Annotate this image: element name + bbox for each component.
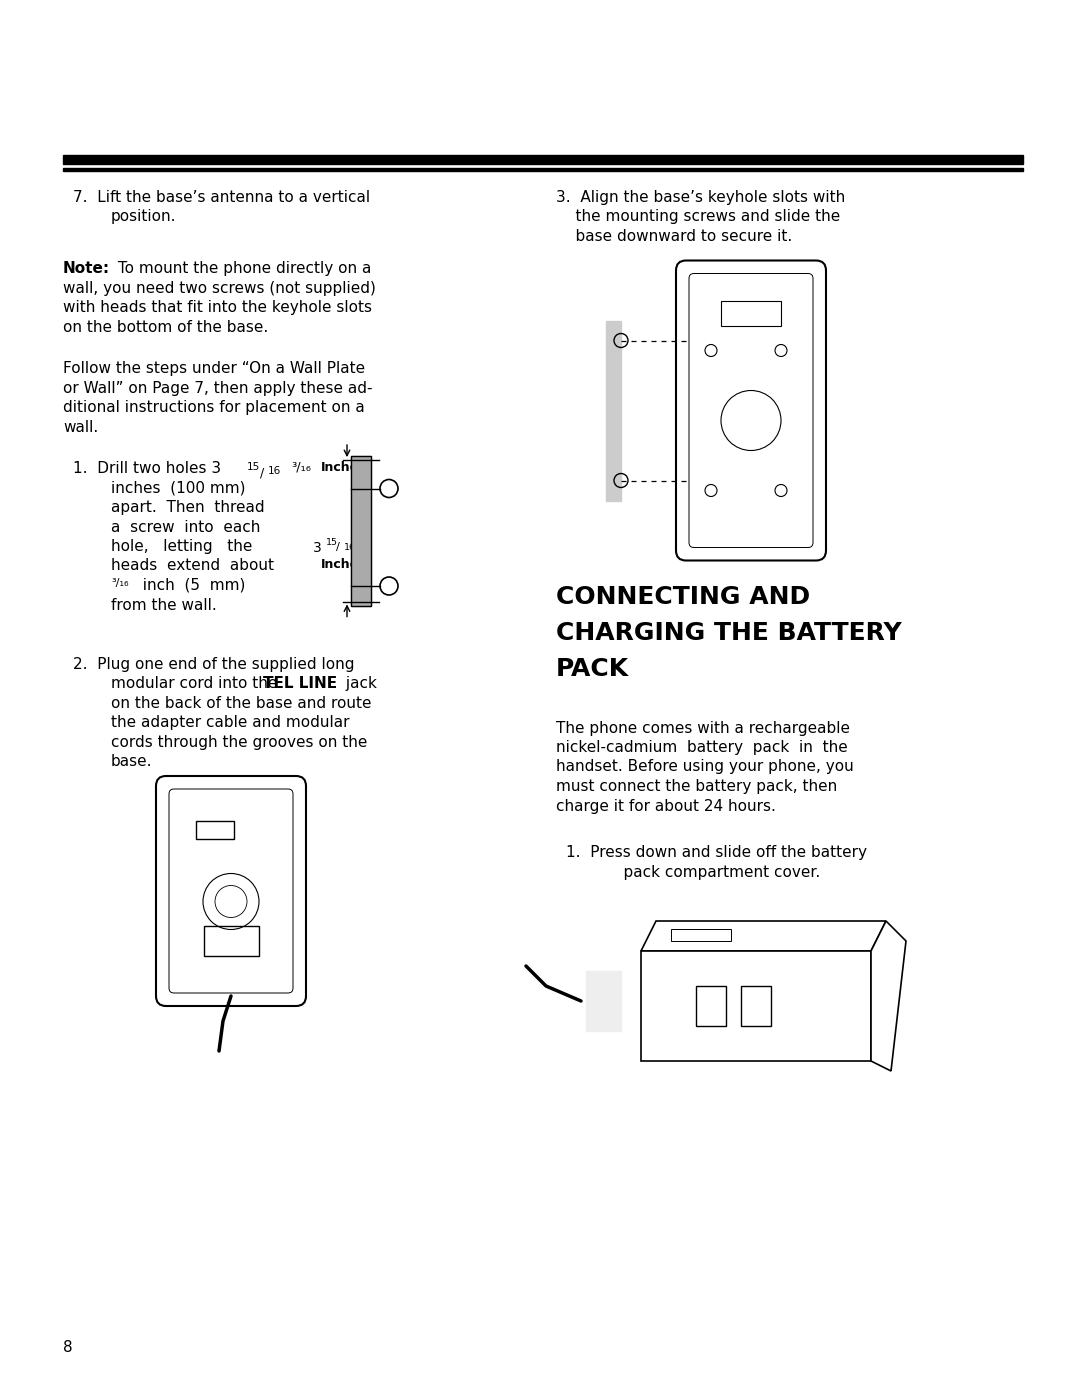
- Text: 3.  Align the base’s keyhole slots with: 3. Align the base’s keyhole slots with: [556, 190, 846, 205]
- Bar: [586, 971, 621, 1031]
- Bar: [721, 300, 781, 326]
- Text: 2.  Plug one end of the supplied long: 2. Plug one end of the supplied long: [73, 657, 354, 672]
- Text: base downward to secure it.: base downward to secure it.: [556, 229, 793, 244]
- Text: from the wall.: from the wall.: [111, 598, 217, 612]
- Text: To mount the phone directly on a: To mount the phone directly on a: [113, 261, 372, 277]
- Text: ³/₁₆: ³/₁₆: [111, 578, 129, 588]
- Text: inches  (100 mm): inches (100 mm): [111, 481, 245, 496]
- Text: cords through the grooves on the: cords through the grooves on the: [111, 735, 367, 750]
- Text: nickel-cadmium  battery  pack  in  the: nickel-cadmium battery pack in the: [556, 740, 848, 754]
- Bar: [195, 821, 234, 840]
- Bar: [606, 320, 621, 500]
- Text: charge it for about 24 hours.: charge it for about 24 hours.: [556, 799, 775, 813]
- Text: Inches: Inches: [321, 559, 366, 571]
- Bar: [63, 155, 1023, 163]
- Text: /: /: [336, 542, 340, 552]
- Text: 8: 8: [63, 1340, 72, 1355]
- Text: 3: 3: [313, 541, 322, 555]
- Text: on the back of the base and route: on the back of the base and route: [111, 696, 372, 711]
- Bar: [696, 986, 726, 1025]
- Text: The phone comes with a rechargeable: The phone comes with a rechargeable: [556, 721, 850, 735]
- Text: jack: jack: [341, 676, 377, 692]
- Text: handset. Before using your phone, you: handset. Before using your phone, you: [556, 760, 854, 774]
- Text: or Wall” on Page 7, then apply these ad-: or Wall” on Page 7, then apply these ad-: [63, 380, 373, 395]
- Text: pack compartment cover.: pack compartment cover.: [604, 865, 820, 880]
- Text: 15: 15: [326, 538, 338, 548]
- Text: inch  (5  mm): inch (5 mm): [133, 578, 245, 592]
- Bar: [204, 926, 259, 956]
- Text: CONNECTING AND: CONNECTING AND: [556, 585, 810, 609]
- Text: 16: 16: [345, 543, 356, 552]
- Text: on the bottom of the base.: on the bottom of the base.: [63, 320, 268, 334]
- Text: Note:: Note:: [63, 261, 110, 277]
- Text: the adapter cable and modular: the adapter cable and modular: [111, 715, 350, 731]
- Text: heads  extend  about: heads extend about: [111, 559, 274, 574]
- Text: base.: base.: [111, 754, 152, 768]
- Text: apart.  Then  thread: apart. Then thread: [111, 500, 265, 515]
- Text: Follow the steps under “On a Wall Plate: Follow the steps under “On a Wall Plate: [63, 360, 365, 376]
- Bar: [741, 986, 771, 1025]
- Bar: [63, 168, 1023, 170]
- Text: PACK: PACK: [556, 658, 630, 682]
- Text: 1.  Press down and slide off the battery: 1. Press down and slide off the battery: [566, 845, 867, 861]
- Text: 7.  Lift the base’s antenna to a vertical: 7. Lift the base’s antenna to a vertical: [73, 190, 370, 205]
- Text: must connect the battery pack, then: must connect the battery pack, then: [556, 780, 837, 793]
- Bar: [351, 455, 372, 605]
- Polygon shape: [870, 921, 906, 1071]
- Bar: [671, 929, 731, 942]
- Bar: [351, 455, 372, 605]
- Text: with heads that fit into the keyhole slots: with heads that fit into the keyhole slo…: [63, 300, 372, 314]
- Text: 1.  Drill two holes 3: 1. Drill two holes 3: [73, 461, 221, 476]
- Text: wall, you need two screws (not supplied): wall, you need two screws (not supplied): [63, 281, 376, 296]
- Text: hole,   letting   the: hole, letting the: [111, 539, 253, 555]
- Polygon shape: [642, 951, 870, 1060]
- Text: modular cord into the: modular cord into the: [111, 676, 282, 692]
- Text: 16: 16: [268, 467, 281, 476]
- Text: wall.: wall.: [63, 419, 98, 434]
- Polygon shape: [642, 921, 886, 951]
- Text: TEL LINE: TEL LINE: [264, 676, 337, 692]
- Text: a  screw  into  each: a screw into each: [111, 520, 260, 535]
- Text: ³/₁₆: ³/₁₆: [291, 461, 311, 474]
- Text: ditional instructions for placement on a: ditional instructions for placement on a: [63, 400, 365, 415]
- Text: /: /: [260, 467, 265, 479]
- Text: the mounting screws and slide the: the mounting screws and slide the: [556, 210, 840, 225]
- Text: CHARGING THE BATTERY: CHARGING THE BATTERY: [556, 622, 902, 645]
- Text: 15: 15: [247, 462, 260, 472]
- Text: position.: position.: [111, 210, 176, 225]
- Text: Inches: Inches: [321, 461, 366, 474]
